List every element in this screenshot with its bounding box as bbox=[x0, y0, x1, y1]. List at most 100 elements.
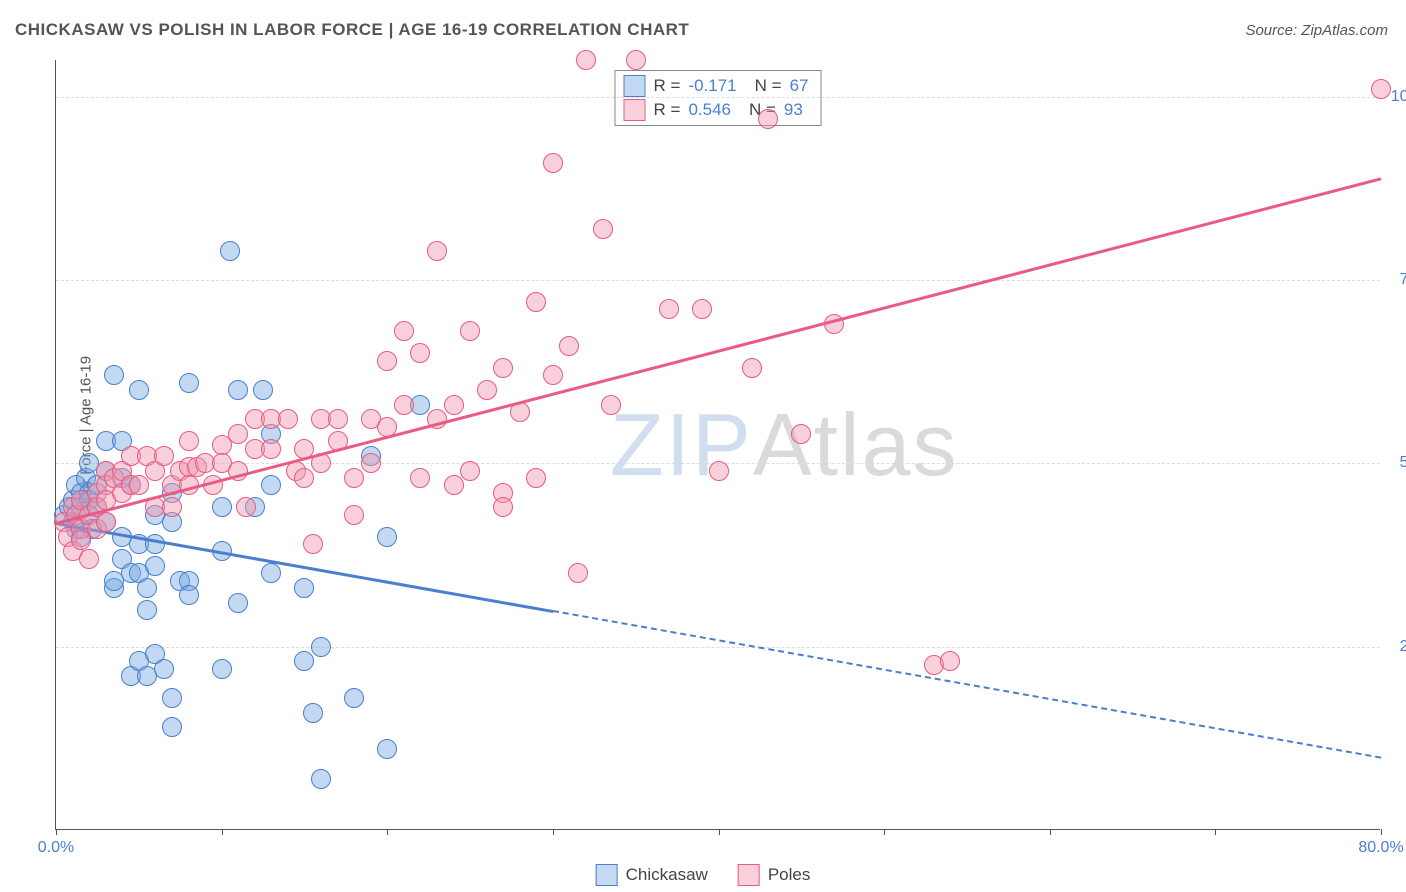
data-point bbox=[154, 659, 174, 679]
data-point bbox=[526, 468, 546, 488]
data-point bbox=[543, 153, 563, 173]
data-point bbox=[145, 556, 165, 576]
x-tick-mark bbox=[553, 829, 554, 835]
data-point bbox=[79, 549, 99, 569]
data-point bbox=[129, 380, 149, 400]
data-point bbox=[361, 453, 381, 473]
data-point bbox=[311, 637, 331, 657]
data-point bbox=[493, 358, 513, 378]
data-point bbox=[568, 563, 588, 583]
data-point bbox=[236, 497, 256, 517]
x-tick-mark bbox=[884, 829, 885, 835]
data-point bbox=[692, 299, 712, 319]
legend-r-value: -0.171 bbox=[688, 76, 736, 96]
data-point bbox=[601, 395, 621, 415]
watermark-atlas: Atlas bbox=[753, 395, 959, 494]
legend-r-label: R = bbox=[654, 100, 681, 120]
x-tick-label: 0.0% bbox=[38, 839, 74, 857]
data-point bbox=[559, 336, 579, 356]
legend-swatch bbox=[738, 864, 760, 886]
data-point bbox=[137, 600, 157, 620]
data-point bbox=[104, 365, 124, 385]
data-point bbox=[129, 475, 149, 495]
gridline bbox=[56, 280, 1380, 281]
data-point bbox=[477, 380, 497, 400]
plot-area: ZIPAtlas R = -0.171 N = 67R = 0.546N = 93… bbox=[55, 60, 1380, 830]
data-point bbox=[410, 343, 430, 363]
data-point bbox=[261, 475, 281, 495]
legend-r-value: 0.546 bbox=[688, 100, 731, 120]
watermark-zip: ZIP bbox=[610, 395, 753, 494]
data-point bbox=[253, 380, 273, 400]
data-point bbox=[162, 688, 182, 708]
data-point bbox=[576, 50, 596, 70]
data-point bbox=[394, 321, 414, 341]
data-point bbox=[394, 395, 414, 415]
data-point bbox=[179, 373, 199, 393]
correlation-legend: R = -0.171 N = 67R = 0.546N = 93 bbox=[615, 70, 822, 126]
data-point bbox=[294, 578, 314, 598]
data-point bbox=[410, 468, 430, 488]
legend-swatch bbox=[596, 864, 618, 886]
data-point bbox=[145, 534, 165, 554]
data-point bbox=[742, 358, 762, 378]
data-point bbox=[96, 512, 116, 532]
data-point bbox=[154, 446, 174, 466]
data-point bbox=[261, 439, 281, 459]
legend-row: R = -0.171 N = 67 bbox=[624, 74, 809, 98]
data-point bbox=[377, 739, 397, 759]
legend-n-label: N = bbox=[755, 76, 782, 96]
y-tick-label: 25.0% bbox=[1400, 638, 1406, 656]
legend-swatch bbox=[624, 75, 646, 97]
data-point bbox=[593, 219, 613, 239]
y-tick-label: 75.0% bbox=[1400, 271, 1406, 289]
watermark: ZIPAtlas bbox=[610, 394, 959, 496]
data-point bbox=[212, 497, 232, 517]
data-point bbox=[179, 431, 199, 451]
data-point bbox=[526, 292, 546, 312]
y-tick-label: 100.0% bbox=[1391, 88, 1406, 106]
legend-label: Chickasaw bbox=[626, 865, 708, 885]
data-point bbox=[212, 659, 232, 679]
chart-container: In Labor Force | Age 16-19 ZIPAtlas R = … bbox=[15, 50, 1391, 840]
legend-n-value: 67 bbox=[790, 76, 809, 96]
x-tick-mark bbox=[1215, 829, 1216, 835]
x-tick-mark bbox=[719, 829, 720, 835]
data-point bbox=[228, 593, 248, 613]
data-point bbox=[377, 351, 397, 371]
x-tick-mark bbox=[1050, 829, 1051, 835]
y-tick-label: 50.0% bbox=[1400, 454, 1406, 472]
data-point bbox=[228, 380, 248, 400]
x-tick-mark bbox=[387, 829, 388, 835]
x-tick-mark bbox=[56, 829, 57, 835]
legend-row: R = 0.546N = 93 bbox=[624, 98, 809, 122]
data-point bbox=[1371, 79, 1391, 99]
legend-item: Poles bbox=[738, 864, 811, 886]
data-point bbox=[626, 50, 646, 70]
data-point bbox=[303, 703, 323, 723]
data-point bbox=[294, 651, 314, 671]
legend-label: Poles bbox=[768, 865, 811, 885]
data-point bbox=[162, 717, 182, 737]
series-legend: Chickasaw Poles bbox=[596, 864, 811, 886]
data-point bbox=[179, 585, 199, 605]
data-point bbox=[460, 321, 480, 341]
data-point bbox=[311, 769, 331, 789]
data-point bbox=[220, 241, 240, 261]
data-point bbox=[162, 497, 182, 517]
data-point bbox=[444, 395, 464, 415]
data-point bbox=[791, 424, 811, 444]
data-point bbox=[940, 651, 960, 671]
data-point bbox=[460, 461, 480, 481]
data-point bbox=[427, 241, 447, 261]
data-point bbox=[709, 461, 729, 481]
legend-item: Chickasaw bbox=[596, 864, 708, 886]
legend-r-label: R = bbox=[654, 76, 681, 96]
x-tick-mark bbox=[1381, 829, 1382, 835]
data-point bbox=[444, 475, 464, 495]
legend-n-value: 93 bbox=[784, 100, 803, 120]
gridline bbox=[56, 97, 1380, 98]
legend-swatch bbox=[624, 99, 646, 121]
x-tick-mark bbox=[222, 829, 223, 835]
gridline bbox=[56, 647, 1380, 648]
